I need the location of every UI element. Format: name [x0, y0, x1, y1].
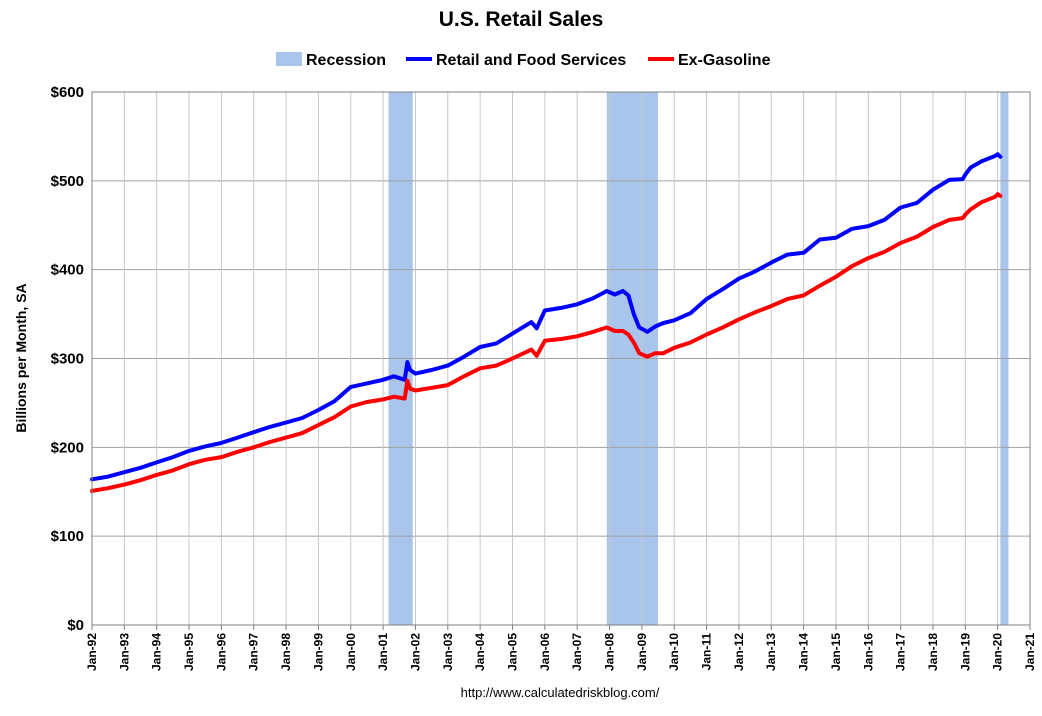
x-tick-label: Jan-07 — [570, 633, 584, 671]
x-tick-label: Jan-97 — [247, 633, 261, 671]
legend: Recession Retail and Food Services Ex-Ga… — [276, 52, 771, 69]
x-tick-label: Jan-94 — [150, 633, 164, 671]
x-tick-label: Jan-09 — [635, 633, 649, 671]
chart-title: U.S. Retail Sales — [439, 8, 604, 31]
source-url: http://www.calculatedriskblog.com/ — [461, 685, 660, 700]
x-tick-label: Jan-03 — [441, 633, 455, 671]
x-tick-label: Jan-96 — [214, 633, 228, 671]
y-axis-ticks: $0 $100 $200 $300 $400 $500 $600 — [51, 84, 84, 634]
x-tick-label: Jan-04 — [473, 633, 487, 671]
x-tick-label: Jan-01 — [376, 633, 390, 671]
x-tick-label: Jan-17 — [894, 633, 908, 671]
x-tick-label: Jan-95 — [182, 633, 196, 671]
x-tick-label: Jan-02 — [408, 633, 422, 671]
x-tick-label: Jan-18 — [926, 633, 940, 671]
x-tick-label: Jan-10 — [667, 633, 681, 671]
grid — [91, 91, 1031, 626]
y-tick-label: $500 — [51, 173, 84, 190]
x-tick-label: Jan-14 — [797, 633, 811, 671]
x-tick-label: Jan-93 — [117, 633, 131, 671]
y-tick-label: $400 — [51, 262, 84, 279]
legend-retail-label: Retail and Food Services — [436, 52, 626, 69]
x-tick-label: Jan-21 — [1023, 633, 1037, 671]
x-tick-label: Jan-98 — [279, 633, 293, 671]
legend-recession-swatch — [276, 52, 302, 66]
x-tick-label: Jan-12 — [732, 633, 746, 671]
x-tick-label: Jan-15 — [829, 633, 843, 671]
x-tick-label: Jan-19 — [958, 633, 972, 671]
x-tick-label: Jan-00 — [344, 633, 358, 671]
y-tick-label: $600 — [51, 84, 84, 101]
plot-border — [91, 91, 1031, 626]
y-axis-label: Billions per Month, SA — [13, 283, 29, 432]
legend-exgas-label: Ex-Gasoline — [678, 52, 771, 69]
x-tick-label: Jan-92 — [85, 633, 99, 671]
legend-recession-label: Recession — [306, 52, 386, 69]
y-tick-label: $100 — [51, 528, 84, 545]
x-tick-label: Jan-13 — [764, 633, 778, 671]
y-tick-label: $0 — [67, 617, 84, 634]
x-axis-ticks: Jan-92 Jan-93 Jan-94 Jan-95 Jan-96 Jan-97 Jan-… — [85, 625, 1037, 671]
x-tick-label: Jan-99 — [311, 633, 325, 671]
y-tick-label: $300 — [51, 351, 84, 368]
x-tick-label: Jan-20 — [991, 633, 1005, 671]
series-lines — [90, 152, 1003, 493]
y-tick-label: $200 — [51, 439, 84, 456]
x-tick-label: Jan-06 — [538, 633, 552, 671]
x-tick-label: Jan-16 — [861, 633, 875, 671]
x-tick-label: Jan-05 — [505, 633, 519, 671]
x-tick-label: Jan-11 — [700, 633, 714, 671]
series-line — [90, 152, 1003, 482]
x-tick-label: Jan-08 — [603, 633, 617, 671]
series-line — [90, 192, 1003, 493]
